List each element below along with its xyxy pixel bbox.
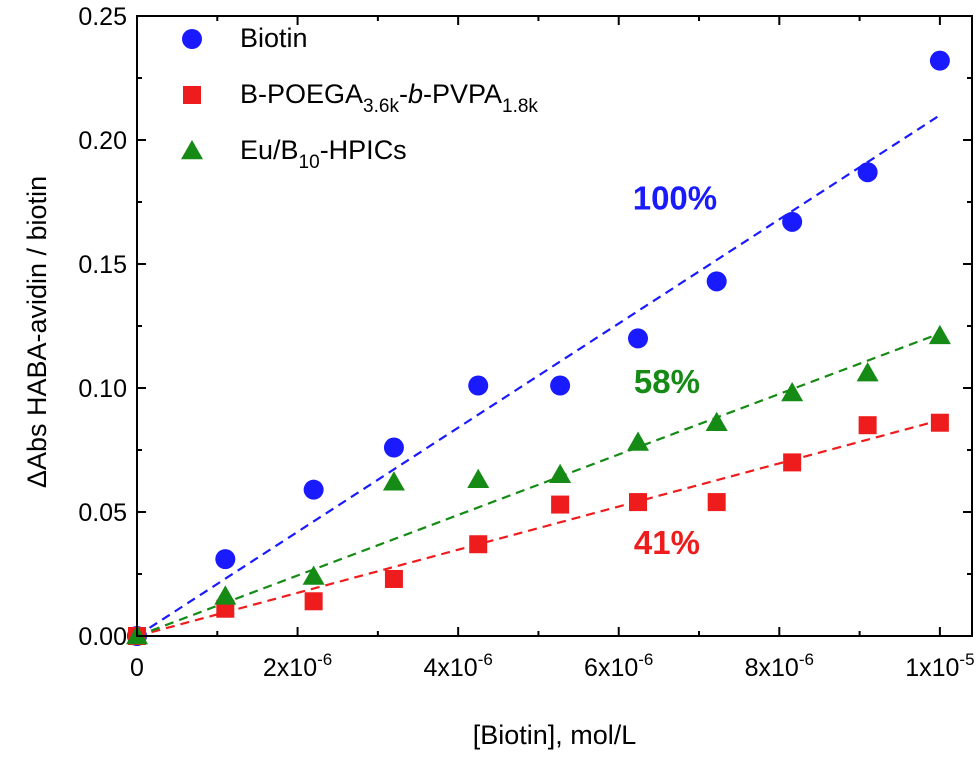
data-point-circle [303,479,324,500]
y-axis-label: ΔAbs HABA-avidin / biotin [22,176,52,488]
legend-label-square: B-POEGA3.6k-b-PVPA1.8k [240,79,538,117]
data-point-triangle [856,362,879,382]
data-point-circle [468,375,489,396]
data-point-triangle [928,324,951,345]
x-tick-label: 0 [130,654,144,682]
data-point-triangle [781,381,804,402]
data-point-triangle [467,468,490,489]
data-point-circle [929,50,950,71]
data-point-square [783,453,802,472]
data-point-circle [706,271,727,292]
data-point-triangle [705,411,728,431]
fit-line-triangle [136,332,941,638]
y-tick-label: 0.00 [78,623,127,651]
legend-marker-circle [182,29,202,49]
legend-marker-triangle [181,140,203,160]
data-point-square [707,493,726,512]
legend-label-circle: Biotin [240,23,308,53]
data-point-triangle [214,585,237,605]
data-point-square [551,495,570,514]
data-point-circle [782,211,803,232]
data-point-circle [550,375,571,396]
data-point-square [629,493,647,512]
y-tick-label: 0.10 [78,375,127,403]
plot-frame [136,15,973,637]
axes: 0 2x10-6 4x10-6 6x10-6 8x10-6 1x10-5 0.00 0.05 0… [78,3,974,682]
legend-marker-square [183,86,201,104]
x-tick-label: 2x10-6 [263,650,332,682]
data-point-circle [383,437,404,458]
annotations: 100% 41% 58% [633,179,717,561]
annotation-square: 41% [634,524,700,561]
y-tick-label: 0.20 [78,127,127,155]
x-tick-label: 1x10-5 [905,650,974,682]
y-tick-label: 0.25 [78,3,127,31]
data-point-square [930,413,949,432]
data-point-circle [628,328,648,349]
legend: Biotin B-POEGA3.6k-b-PVPA1.8k Eu/B10-HPICs [181,23,538,173]
data-point-triangle [382,471,405,491]
fit-line-circle [136,114,941,637]
fit-lines [136,114,941,638]
x-tick-label: 6x10-6 [584,650,653,682]
data-point-triangle [627,431,649,451]
x-axis-label: [Biotin], mol/L [473,720,637,750]
data-point-square [304,592,323,611]
data-point-square [469,535,488,554]
data-point-square [384,569,403,588]
data-point-circle [857,162,878,183]
legend-label-triangle: Eu/B10-HPICs [240,135,407,173]
annotation-circle: 100% [633,179,717,216]
annotation-triangle: 58% [634,363,700,400]
y-tick-label: 0.05 [78,499,127,527]
x-tick-label: 4x10-6 [423,650,492,682]
data-markers [126,50,951,646]
data-point-triangle [549,463,572,484]
fit-line-square [136,419,941,638]
y-tick-label: 0.15 [78,251,127,279]
data-point-square [858,416,877,435]
data-point-circle [215,549,236,570]
data-point-triangle [302,565,325,585]
x-tick-label: 8x10-6 [745,650,814,682]
